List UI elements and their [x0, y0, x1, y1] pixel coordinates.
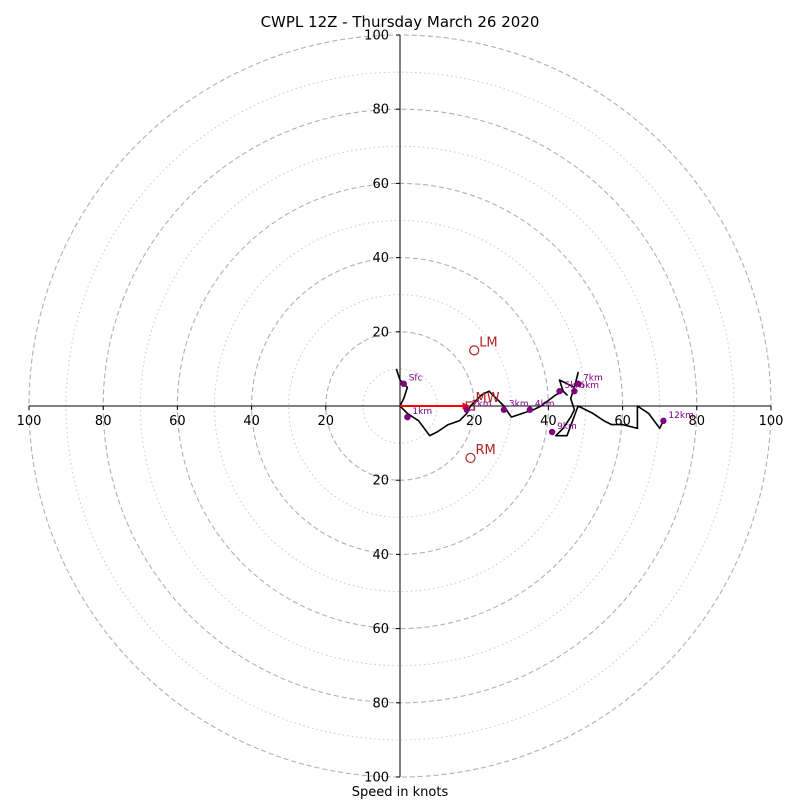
y-tick-label: 100	[364, 29, 389, 44]
lm-label: LM	[479, 335, 497, 350]
height-point	[400, 380, 407, 387]
rm-marker	[465, 452, 476, 464]
height-point	[574, 380, 582, 387]
height-label: 1km	[412, 407, 432, 417]
y-tick-label: 20	[372, 325, 389, 340]
x-tick-label: 80	[95, 414, 112, 429]
height-point	[404, 413, 411, 421]
height-point	[548, 428, 556, 436]
x-tick-label: 80	[689, 414, 706, 429]
height-point	[526, 406, 534, 413]
y-tick-label: 40	[372, 251, 389, 266]
x-tick-label: 20	[466, 414, 483, 429]
y-tick-label: 60	[372, 177, 389, 192]
x-tick-label: 20	[318, 414, 335, 429]
y-tick-label: 60	[372, 622, 389, 637]
mean-wind-marker	[465, 401, 476, 411]
height-label: 9km	[557, 422, 577, 432]
x-tick-label: 100	[17, 414, 42, 429]
height-point	[556, 387, 563, 395]
height-point	[463, 406, 470, 413]
height-label: 4km	[535, 400, 555, 410]
height-label: 3km	[509, 400, 529, 410]
mw-label: MW	[475, 391, 499, 406]
height-label: Sfc	[409, 374, 423, 384]
y-tick-label: 20	[372, 474, 389, 489]
height-label: 5km	[565, 381, 585, 391]
lm-marker	[469, 345, 480, 356]
x-tick-label: 40	[540, 414, 557, 429]
height-point	[500, 406, 508, 413]
height-label: 2km	[472, 400, 492, 410]
y-tick-label: 100	[364, 771, 389, 786]
height-point	[571, 387, 578, 395]
rm-label: RM	[475, 443, 495, 458]
storm-motion-markers: LM MW RM	[465, 335, 500, 464]
y-tick-label: 80	[372, 696, 389, 711]
height-point	[660, 417, 667, 425]
x-axis-label: Speed in knots	[352, 785, 449, 800]
y-tick-label: 80	[372, 103, 389, 118]
y-tick-label: 40	[372, 548, 389, 563]
x-tick-label: 40	[243, 414, 260, 429]
height-label: 6km	[579, 381, 599, 391]
x-tick-label: 60	[169, 414, 186, 429]
shear-vector-group	[400, 402, 471, 410]
chart-title: CWPL 12Z - Thursday March 26 2020	[261, 13, 540, 31]
height-label: 7km	[583, 374, 603, 384]
x-tick-label: 100	[759, 414, 784, 429]
height-label: 12km	[668, 411, 693, 421]
